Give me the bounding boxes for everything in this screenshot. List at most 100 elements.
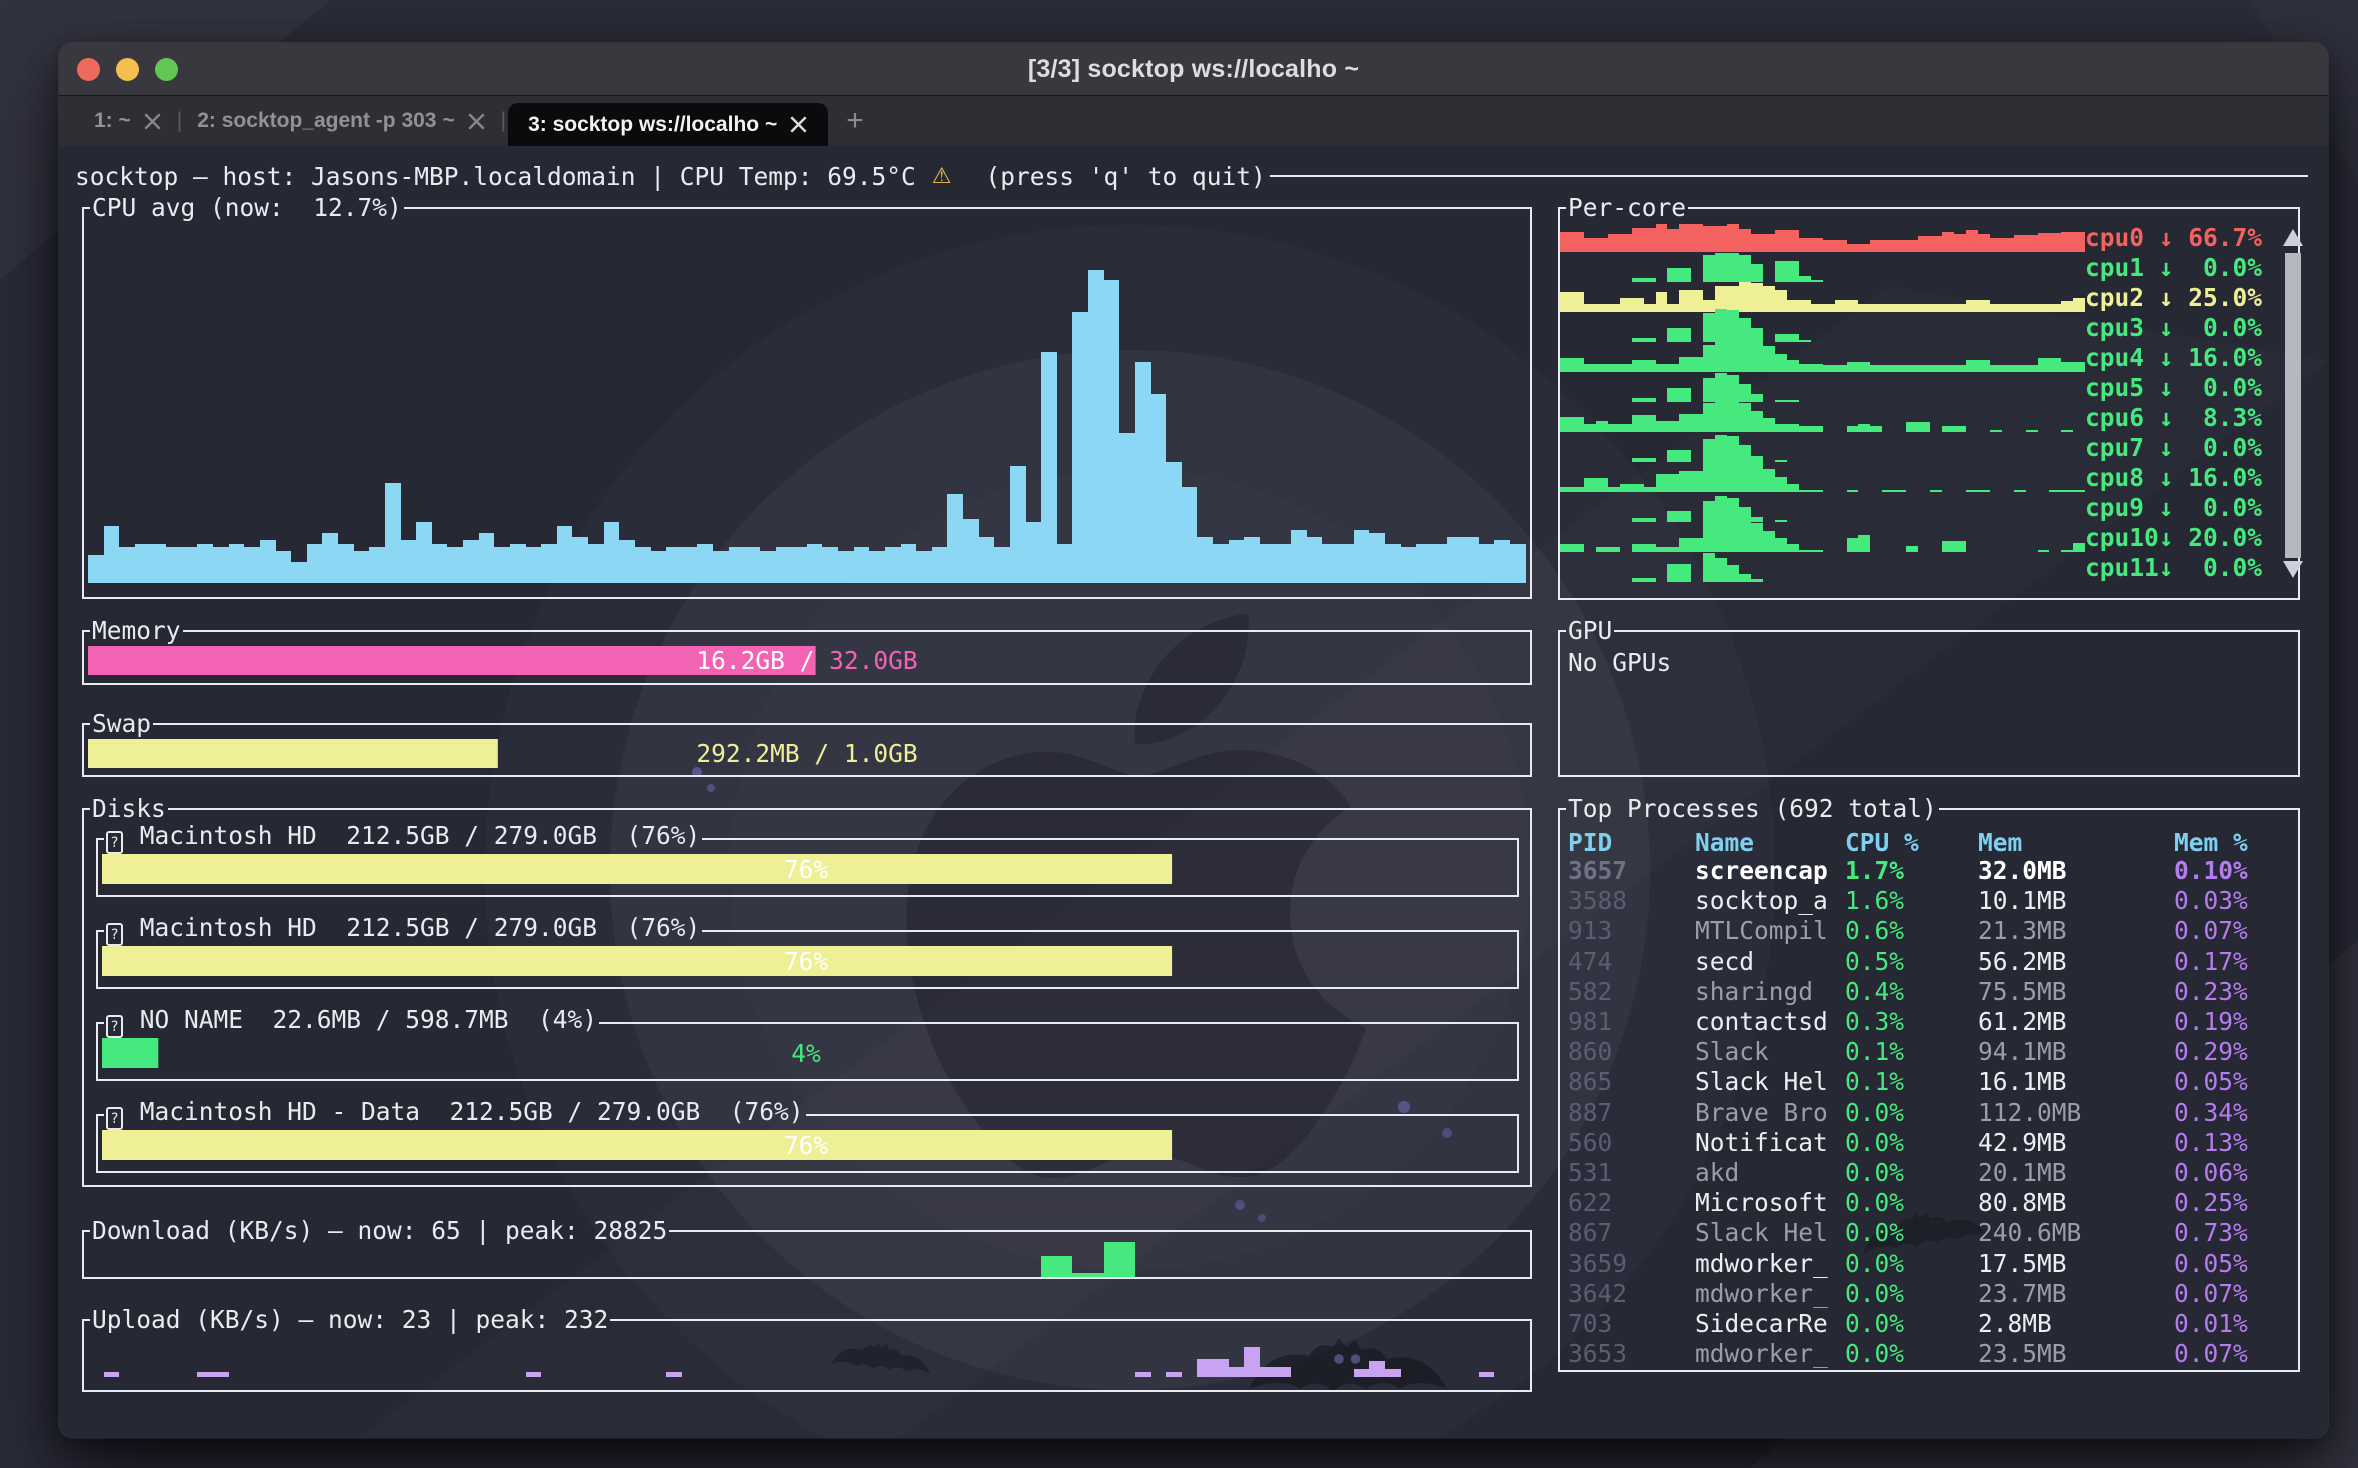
cpu10-bar (1774, 538, 1787, 552)
cpu4-bar (1774, 354, 1787, 372)
process-row[interactable]: 3659 mdworker_ 0.0% 17.5MB 0.05% (1558, 1249, 2300, 1279)
cpu1-sparkline (1560, 252, 2085, 282)
process-memp: 0.05% (2174, 1067, 2248, 1096)
zoom-window-button[interactable] (155, 57, 178, 81)
close-window-button[interactable] (77, 57, 100, 81)
disk-usage-bar: 76%76% (102, 1130, 1510, 1160)
process-pid: 582 (1568, 977, 1613, 1006)
cpu-avg-bar (838, 551, 854, 583)
fill (702, 837, 1519, 840)
cpu4-bar (1715, 333, 1728, 372)
process-row[interactable]: 582 sharingd 0.4% 75.5MB 0.23% (1558, 977, 2300, 1007)
cpu-avg-bar (447, 547, 463, 583)
process-cpu: 0.0% (1845, 1279, 1905, 1308)
cpu4-bar (1858, 362, 1871, 372)
process-mem: 94.1MB (1978, 1037, 2067, 1066)
process-row[interactable]: 860 Slack 0.1% 94.1MB 0.29% (1558, 1037, 2300, 1067)
cpu0-bar (2061, 232, 2074, 252)
cpu2-bar (1762, 286, 1775, 312)
cpu-avg-bar (791, 547, 807, 583)
cpu-avg-bar (1259, 544, 1276, 583)
cpu-avg-bar (259, 540, 276, 583)
cpu0-bar (1667, 229, 1680, 252)
cpu4-bar (2049, 358, 2062, 372)
process-row[interactable]: 474 secd 0.5% 56.2MB 0.17% (1558, 947, 2300, 977)
cpu10-bar (1786, 544, 1799, 552)
cpu7-sparkline (1560, 432, 2085, 462)
cpu-avg-bar (306, 544, 323, 583)
cpu0-bar (1607, 234, 1620, 252)
cpu-avg-bar (228, 544, 245, 583)
disk-icon: ? (106, 923, 123, 946)
tab-2-close-icon[interactable] (467, 112, 486, 131)
tab-separator: | (176, 109, 183, 132)
process-name: MTLCompil (1695, 916, 1828, 945)
process-row[interactable]: 3642 mdworker_ 0.0% 23.7MB 0.07% (1558, 1279, 2300, 1309)
process-row[interactable]: 531 akd 0.0% 20.1MB 0.06% (1558, 1158, 2300, 1188)
minimize-window-button[interactable] (116, 57, 139, 81)
cpu-avg-bar (666, 547, 682, 583)
process-row[interactable]: 3588 socktop_a 1.6% 10.1MB 0.03% (1558, 886, 2300, 916)
process-row[interactable]: 867 Slack Hel 0.0% 240.6MB 0.73% (1558, 1218, 2300, 1248)
cpu1-bar (1774, 261, 1787, 282)
process-row[interactable]: 3657 screencap 1.7% 32.0MB 0.10% (1558, 856, 2300, 886)
per-core-row-cpu7 (1560, 433, 2085, 463)
tab-3-active[interactable]: 3: socktop ws://localho ~ (508, 103, 829, 146)
process-mem: 42.9MB (1978, 1128, 2067, 1157)
cpu0-bar (1715, 226, 1728, 252)
cpu-avg-bar (541, 544, 557, 583)
meter-fill: 76% (102, 1130, 1173, 1160)
cpu10-bar (1751, 523, 1763, 552)
cpu11-bar (1739, 574, 1751, 582)
cpu0-bar (1655, 224, 1668, 252)
cpu0-bar (1631, 228, 1644, 252)
window-titlebar[interactable]: [3/3] socktop ws://localho ~ (59, 43, 2328, 96)
process-row[interactable]: 981 contactsd 0.3% 61.2MB 0.19% (1558, 1007, 2300, 1037)
cpu4-bar (1703, 345, 1716, 372)
cpu3-sparkline (1560, 309, 2085, 342)
scroll-down-icon[interactable] (2283, 561, 2303, 578)
process-mem: 32.0MB (1978, 856, 2067, 885)
cpu-avg-bar (650, 551, 667, 583)
ptitle: Top Processes (692 total) (1558, 796, 2300, 821)
process-row[interactable]: 703 SidecarRe 0.0% 2.8MB 0.01% (1558, 1309, 2300, 1339)
cpu0-bar (1643, 228, 1656, 252)
terminal-content[interactable]: socktop — host: Jasons-MBP.localdomain |… (59, 146, 2328, 1438)
cpu6-bar (1810, 426, 1823, 432)
cpu2-bar (1619, 298, 1632, 312)
cpu0-bar (1858, 244, 1871, 252)
upload-bar (1197, 1359, 1213, 1377)
cpu8-bar (1930, 490, 1942, 492)
cpu6-bar (1858, 424, 1871, 432)
process-row[interactable]: 622 Microsoft 0.0% 80.8MB 0.25% (1558, 1188, 2300, 1218)
per-core-row-cpu2 (1560, 282, 2086, 313)
cpu7-bar (1667, 450, 1680, 462)
tab-3-close-icon[interactable] (789, 115, 808, 134)
tab-1-close-icon[interactable] (143, 112, 162, 131)
process-row[interactable]: 865 Slack Hel 0.1% 16.1MB 0.05% (1558, 1067, 2300, 1097)
process-name: Brave Bro (1695, 1098, 1828, 1127)
process-pid: 531 (1568, 1158, 1613, 1187)
process-pid: 3588 (1568, 886, 1628, 915)
per-core-rows (1560, 223, 2086, 583)
new-tab-button[interactable]: + (846, 104, 864, 137)
swap-title: Swap (92, 709, 152, 738)
process-row[interactable]: 560 Notificat 0.0% 42.9MB 0.13% (1558, 1128, 2300, 1158)
cpu2-bar (2037, 304, 2050, 312)
cpu4-bar (2013, 365, 2026, 372)
scrollbar-thumb[interactable] (2285, 253, 2301, 558)
cpu11-bar (1679, 564, 1692, 582)
cpu-avg-bar (744, 547, 760, 583)
process-row[interactable]: 887 Brave Bro 0.0% 112.0MB 0.34% (1558, 1098, 2300, 1128)
tab-2[interactable]: 2: socktop_agent -p 303 ~ (184, 96, 498, 146)
cpu4-bar (1595, 364, 1608, 372)
cpu4-bar (1822, 365, 1835, 372)
scroll-up-icon[interactable] (2283, 229, 2303, 246)
process-row[interactable]: 3653 mdworker_ 0.0% 23.5MB 0.07% (1558, 1339, 2300, 1369)
process-name: secd (1695, 947, 1755, 976)
tab-1[interactable]: 1: ~ (81, 96, 175, 146)
cpu8-bar (1571, 487, 1584, 492)
process-row[interactable]: 913 MTLCompil 0.6% 21.3MB 0.07% (1558, 916, 2300, 946)
circle (1258, 1214, 1266, 1222)
cpu6-bar (1655, 421, 1668, 432)
